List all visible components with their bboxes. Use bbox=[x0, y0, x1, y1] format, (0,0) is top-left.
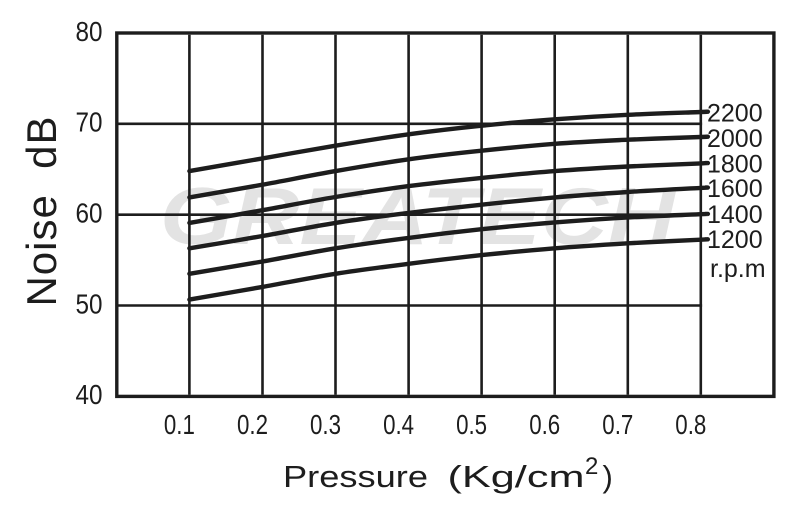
svg-text:0.7: 0.7 bbox=[602, 409, 633, 440]
svg-text:0.3: 0.3 bbox=[310, 409, 341, 440]
svg-text:80: 80 bbox=[76, 16, 103, 47]
svg-text:0.1: 0.1 bbox=[164, 409, 195, 440]
svg-text:0.8: 0.8 bbox=[675, 409, 706, 440]
svg-text:0.5: 0.5 bbox=[456, 409, 487, 440]
svg-text:60: 60 bbox=[76, 198, 103, 229]
svg-text:50: 50 bbox=[76, 288, 103, 319]
svg-text:2000: 2000 bbox=[707, 125, 763, 153]
svg-text:Noise dB: Noise dB bbox=[18, 115, 65, 306]
svg-text:): ) bbox=[603, 459, 613, 494]
svg-text:(Kg/cm: (Kg/cm bbox=[448, 459, 585, 494]
svg-text:r.p.m: r.p.m bbox=[710, 255, 766, 283]
svg-text:Pressure: Pressure bbox=[283, 459, 428, 494]
svg-text:70: 70 bbox=[76, 107, 103, 138]
svg-text:2200: 2200 bbox=[707, 100, 763, 128]
svg-text:1200: 1200 bbox=[707, 226, 763, 254]
svg-text:0.2: 0.2 bbox=[237, 409, 268, 440]
svg-text:2: 2 bbox=[585, 453, 598, 480]
svg-text:40: 40 bbox=[76, 379, 103, 410]
svg-text:1800: 1800 bbox=[707, 151, 763, 179]
svg-text:1600: 1600 bbox=[707, 175, 763, 203]
svg-text:0.4: 0.4 bbox=[383, 409, 414, 440]
svg-text:0.6: 0.6 bbox=[529, 409, 560, 440]
svg-text:1400: 1400 bbox=[707, 201, 763, 229]
